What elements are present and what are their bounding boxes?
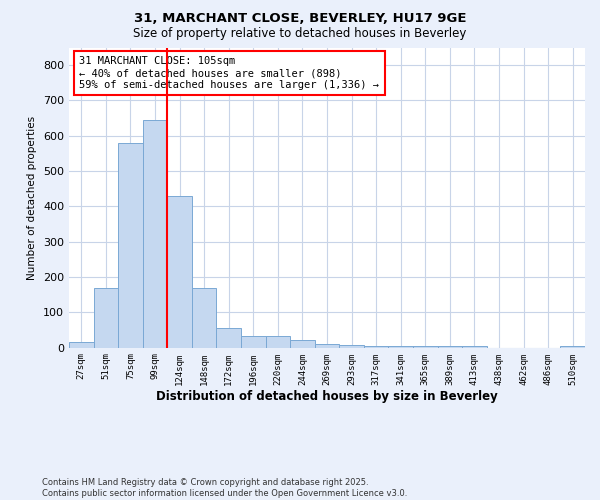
Bar	[388, 346, 413, 348]
Y-axis label: Number of detached properties: Number of detached properties	[28, 116, 37, 280]
Text: Size of property relative to detached houses in Beverley: Size of property relative to detached ho…	[133, 28, 467, 40]
Bar	[462, 346, 487, 348]
Text: 31, MARCHANT CLOSE, BEVERLEY, HU17 9GE: 31, MARCHANT CLOSE, BEVERLEY, HU17 9GE	[134, 12, 466, 26]
Bar	[560, 346, 585, 348]
X-axis label: Distribution of detached houses by size in Beverley: Distribution of detached houses by size …	[156, 390, 498, 403]
Bar	[167, 196, 192, 348]
Bar	[217, 328, 241, 347]
Bar	[266, 336, 290, 347]
Bar	[437, 346, 462, 348]
Bar	[118, 143, 143, 348]
Bar	[143, 120, 167, 348]
Bar	[339, 344, 364, 348]
Bar	[69, 342, 94, 347]
Bar	[192, 288, 217, 348]
Bar	[241, 336, 266, 347]
Bar	[413, 346, 437, 348]
Bar	[364, 346, 388, 348]
Bar	[290, 340, 315, 347]
Bar	[94, 288, 118, 348]
Bar	[315, 344, 339, 348]
Text: Contains HM Land Registry data © Crown copyright and database right 2025.
Contai: Contains HM Land Registry data © Crown c…	[42, 478, 407, 498]
Text: 31 MARCHANT CLOSE: 105sqm
← 40% of detached houses are smaller (898)
59% of semi: 31 MARCHANT CLOSE: 105sqm ← 40% of detac…	[79, 56, 379, 90]
